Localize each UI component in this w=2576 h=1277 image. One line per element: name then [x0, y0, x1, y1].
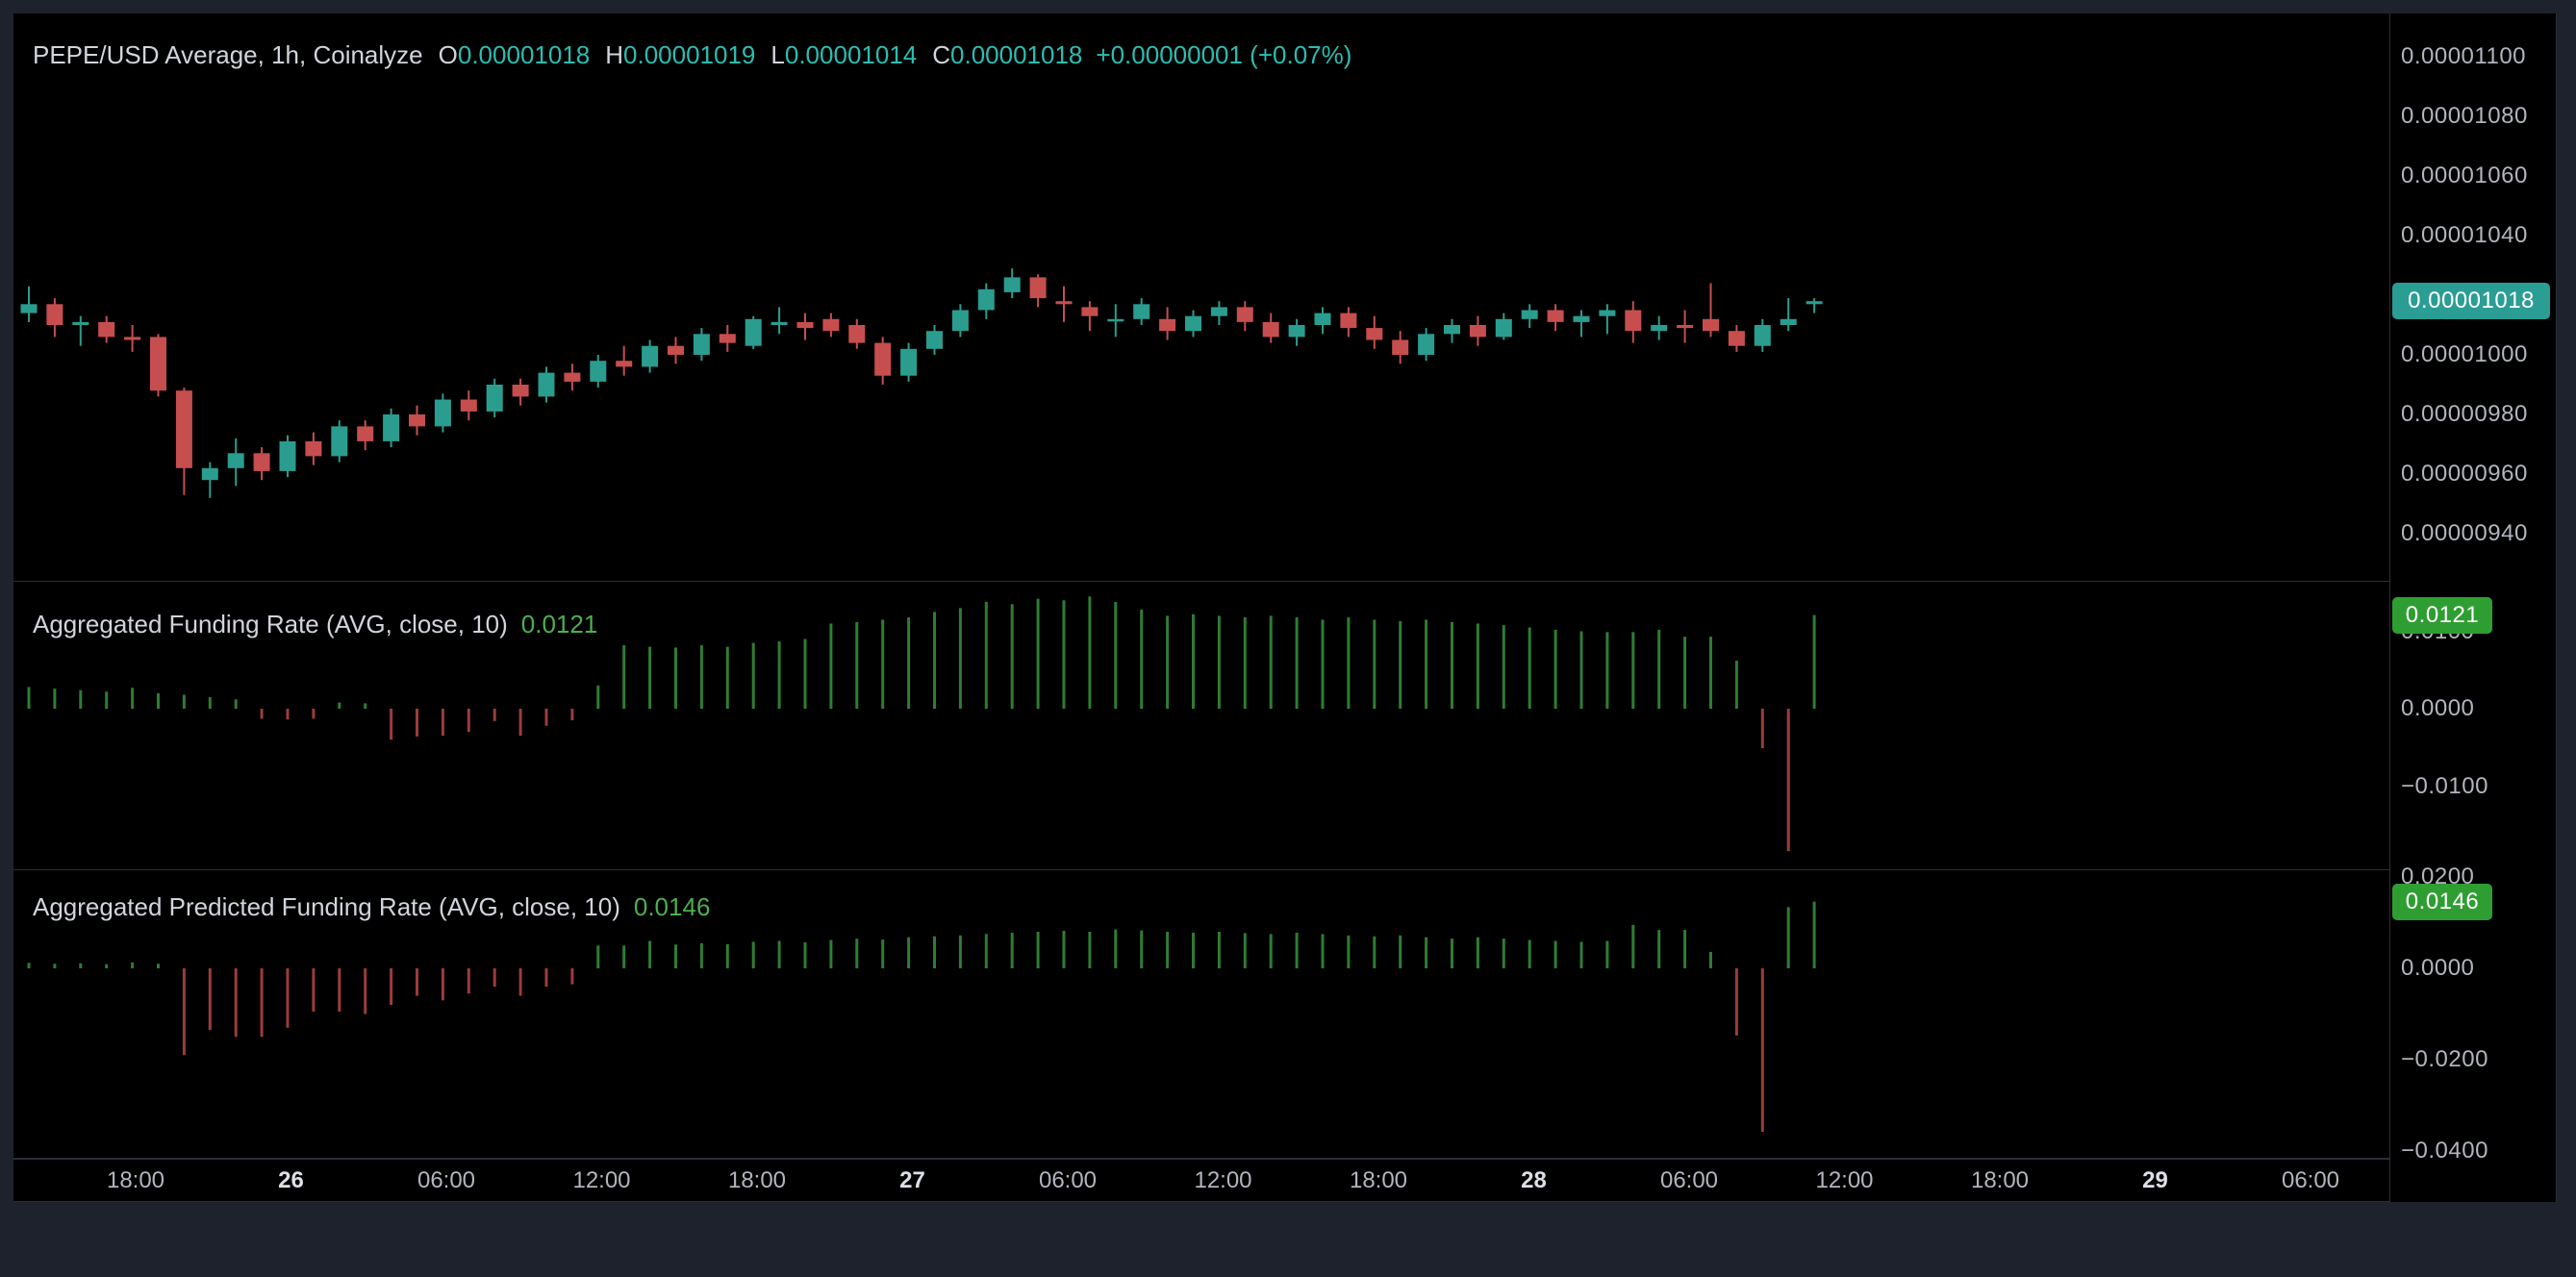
- symbol-legend: PEPE/USD Average, 1h, Coinalyze O0.000010…: [33, 40, 1351, 70]
- symbol-title[interactable]: PEPE/USD Average, 1h, Coinalyze: [33, 40, 423, 69]
- funding-rate-title[interactable]: Aggregated Funding Rate (AVG, close, 10): [33, 610, 508, 638]
- time-tick-label: 12:00: [1194, 1166, 1252, 1193]
- ohlc-open-value: 0.00001018: [457, 40, 591, 69]
- time-tick-label: 12:00: [572, 1166, 631, 1193]
- price-axis[interactable]: 0.00001100 0.00001080 0.00001060 0.00001040…: [2389, 13, 2557, 1202]
- ohlc-low-label: L: [770, 40, 785, 69]
- time-tick-label: 12:00: [1815, 1166, 1874, 1193]
- time-tick-day-label: 28: [1521, 1166, 1547, 1193]
- time-tick-label: 18:00: [106, 1166, 165, 1193]
- predicted-funding-rate-title[interactable]: Aggregated Predicted Funding Rate (AVG, …: [33, 892, 620, 921]
- time-tick-label: 06:00: [417, 1166, 476, 1193]
- predicted-value-badge: 0.0146: [2392, 883, 2492, 920]
- ohlc-open-label: O: [438, 40, 458, 69]
- time-axis[interactable]: 18:00 26 06:00 12:00 18:00 27 06:00 12:00 18:00 2…: [13, 1159, 2389, 1202]
- ohlc-change-value: +0.00000001 (+0.07%): [1096, 40, 1352, 69]
- last-price-badge: 0.00001018: [2392, 283, 2550, 320]
- ohlc-close-value: 0.00001018: [950, 40, 1083, 69]
- ohlc-high-value: 0.00001019: [623, 40, 756, 69]
- predicted-tick-label: 0.0000: [2401, 955, 2475, 981]
- ohlc-high-label: H: [605, 40, 624, 69]
- funding-tick-label: 0.0000: [2401, 695, 2475, 721]
- price-pane[interactable]: [13, 13, 2389, 582]
- time-tick-day-label: 26: [278, 1166, 304, 1193]
- price-tick-label: 0.00001080: [2401, 103, 2528, 129]
- time-tick-label: 18:00: [1349, 1166, 1408, 1193]
- funding-rate-legend: Aggregated Funding Rate (AVG, close, 10)…: [33, 610, 597, 639]
- time-tick-day-label: 27: [899, 1166, 925, 1193]
- price-tick-label: 0.00000960: [2401, 461, 2528, 487]
- price-tick-label: 0.00001000: [2401, 341, 2528, 367]
- funding-value-badge: 0.0121: [2392, 596, 2492, 634]
- predicted-funding-rate-legend: Aggregated Predicted Funding Rate (AVG, …: [33, 892, 710, 922]
- price-tick-label: 0.00001100: [2401, 43, 2527, 69]
- funding-tick-label: −0.0100: [2401, 772, 2488, 799]
- time-tick-label: 06:00: [1659, 1166, 1719, 1193]
- price-tick-label: 0.00001060: [2401, 163, 2528, 188]
- funding-rate-value: 0.0121: [520, 610, 598, 638]
- time-tick-label: 06:00: [2281, 1166, 2340, 1193]
- footer: TradingView: [0, 1203, 2576, 1277]
- time-tick-label: 18:00: [1970, 1166, 2030, 1193]
- price-tick-label: 0.00000980: [2401, 401, 2528, 427]
- predicted-funding-rate-pane[interactable]: [13, 870, 2389, 1159]
- time-tick-label: 06:00: [1038, 1166, 1098, 1193]
- predicted-tick-label: −0.0400: [2401, 1138, 2488, 1164]
- time-tick-label: 18:00: [727, 1166, 787, 1193]
- price-tick-label: 0.00001040: [2401, 222, 2528, 248]
- price-tick-label: 0.00000940: [2401, 520, 2528, 546]
- ohlc-low-value: 0.00001014: [784, 40, 918, 69]
- predicted-tick-label: −0.0200: [2401, 1046, 2488, 1072]
- ohlc-close-label: C: [932, 40, 951, 69]
- funding-rate-pane[interactable]: [13, 582, 2389, 870]
- time-tick-day-label: 29: [2142, 1166, 2168, 1193]
- predicted-funding-rate-value: 0.0146: [633, 892, 711, 921]
